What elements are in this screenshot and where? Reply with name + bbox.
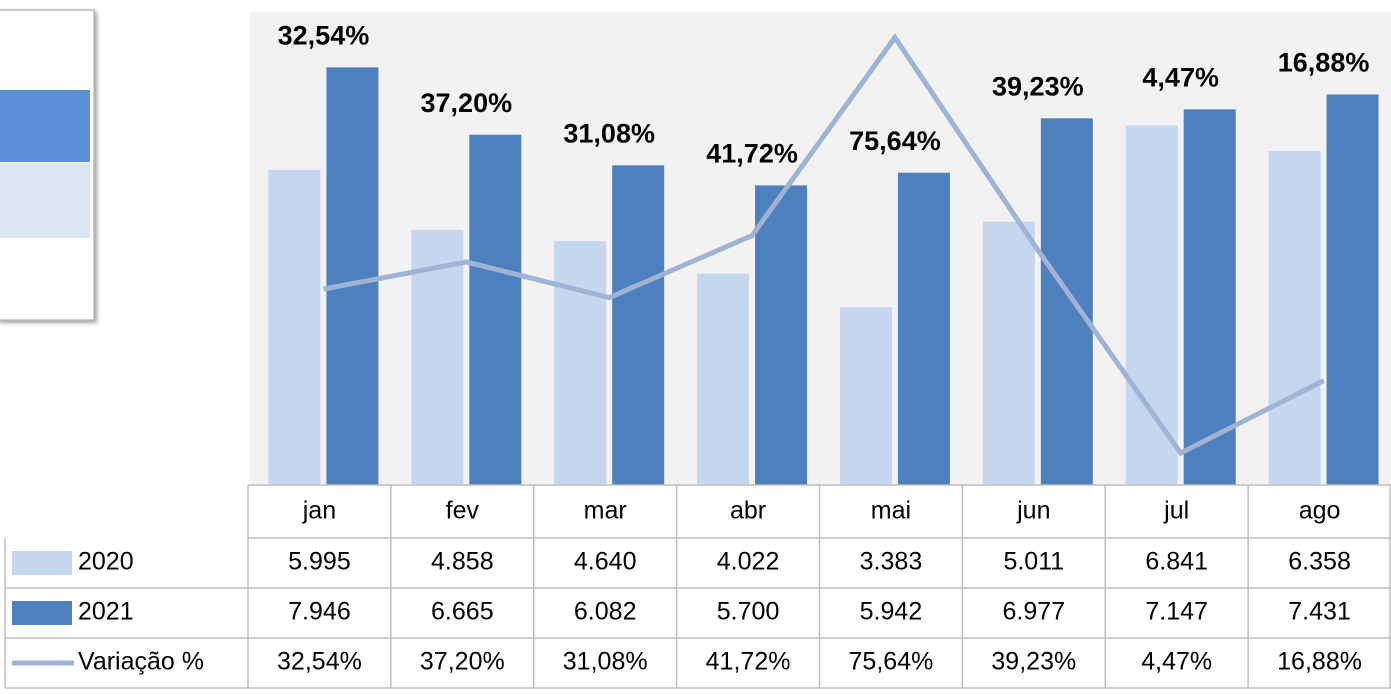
data-label: 75,64%: [849, 126, 941, 156]
x-tick-label: mar: [584, 497, 627, 525]
x-tick-label: jul: [1163, 497, 1189, 525]
data-label: 16,88%: [1278, 48, 1370, 78]
bar: [697, 273, 750, 485]
bar: [612, 165, 665, 485]
data-label: 4,47%: [1142, 63, 1219, 93]
bar: [554, 241, 607, 485]
table-value: 4.858: [431, 548, 494, 576]
legend-label: 2021: [78, 598, 134, 626]
bar: [268, 169, 321, 485]
bar: [1326, 94, 1379, 486]
table-value: 5.942: [860, 598, 923, 626]
table-value: 3.383: [860, 548, 923, 576]
table-value: 32,54%: [277, 648, 362, 676]
legend-key: [12, 551, 72, 575]
bar: [897, 172, 950, 485]
table-value: 7.946: [288, 598, 351, 626]
bar: [1040, 118, 1093, 485]
x-tick-label: jan: [302, 497, 336, 525]
bar: [982, 221, 1035, 485]
data-label: 41,72%: [706, 139, 798, 169]
x-tick-label: ago: [1299, 497, 1341, 525]
bar: [469, 134, 522, 485]
table-value: 39,23%: [991, 648, 1076, 676]
bar: [1183, 109, 1236, 486]
table-value: 75,64%: [849, 648, 934, 676]
x-tick-label: jun: [1016, 497, 1050, 525]
table-value: 4,47%: [1141, 648, 1212, 676]
data-label: 32,54%: [278, 21, 370, 51]
table-value: 6.977: [1003, 598, 1066, 626]
table-value: 7.431: [1288, 598, 1351, 626]
bar: [326, 67, 379, 485]
table-value: 31,08%: [563, 648, 648, 676]
table-value: 37,20%: [420, 648, 505, 676]
table-value: 5.011: [1003, 548, 1064, 576]
table-value: 6.082: [574, 598, 637, 626]
table-value: 5.700: [717, 598, 780, 626]
data-label: 39,23%: [992, 71, 1084, 101]
x-tick-label: fev: [446, 497, 480, 525]
legend-key: [12, 601, 72, 625]
table-value: 6.665: [431, 598, 494, 626]
x-tick-label: mai: [871, 497, 911, 525]
table-value: 5.995: [288, 548, 351, 576]
line: [322, 33, 1325, 457]
bar: [1268, 150, 1321, 485]
table-value: 6.841: [1145, 548, 1208, 576]
bar: [1125, 125, 1178, 486]
table-value: 7.147: [1145, 598, 1208, 626]
data-label: 37,20%: [421, 88, 513, 118]
data-label: 31,08%: [563, 118, 655, 148]
table-value: 41,72%: [706, 648, 791, 676]
legend-label: Variação %: [78, 648, 204, 676]
table-value: 4.640: [574, 548, 637, 576]
legend-label: 2020: [78, 548, 134, 576]
table-value: 16,88%: [1277, 648, 1362, 676]
side-panel: [0, 9, 95, 321]
bar: [839, 307, 892, 485]
bar: [755, 185, 808, 485]
table-value: 6.358: [1288, 548, 1351, 576]
x-tick-label: abr: [730, 497, 766, 525]
table-value: 4.022: [717, 548, 780, 576]
